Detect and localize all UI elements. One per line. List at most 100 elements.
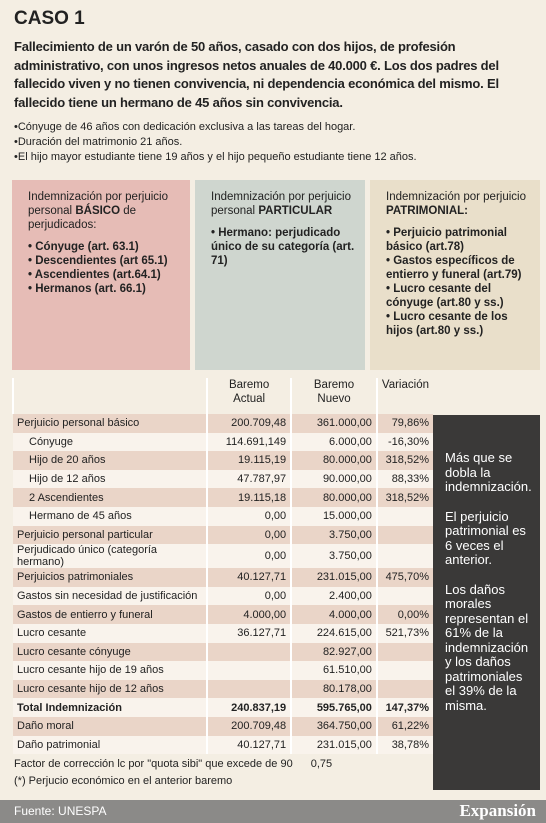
box-item: Lucro cesante del cónyuge (art.80 y ss.) <box>386 282 532 310</box>
brand: Expansión <box>459 801 536 820</box>
box-item: Gastos específicos de entierro y funeral… <box>386 254 532 282</box>
row-label: 2 Ascendientes <box>13 488 208 507</box>
row-label: Perjudicado único (categoría hermano) <box>13 544 208 569</box>
cell: 0,00 <box>206 525 292 545</box>
info-box: Indemnización por perjuicio personal BÁS… <box>12 180 190 370</box>
cell: 90.000,00 <box>290 469 377 489</box>
fact: Duración del matrimonio 21 años. <box>14 135 539 150</box>
info-box: Indemnización por perjuicio personal PAR… <box>195 180 365 370</box>
box-heading: Indemnización por perjuicio PATRIMONIAL: <box>386 190 532 218</box>
cell: 240.837,19 <box>206 698 292 717</box>
box-item: Hermanos (art. 66.1) <box>28 282 182 296</box>
cell: 2.400,00 <box>290 586 377 606</box>
cell: 147,37% <box>375 698 433 717</box>
cell: -16,30% <box>375 432 433 452</box>
box-items: Perjuicio patrimonial básico (art.78)Gas… <box>386 226 532 338</box>
cell: 15.000,00 <box>290 506 377 526</box>
row: Hijo de 20 años 19.115,19 80.000,00 318,52% <box>13 451 433 470</box>
sidebar: Más que se dobla la indemnización. El per… <box>433 415 540 790</box>
row-label: Perjuicio personal básico <box>13 414 208 433</box>
column-header: Variación <box>375 378 433 414</box>
row-label: Daño patrimonial <box>13 735 208 755</box>
box-heading: Indemnización por perjuicio personal BÁS… <box>28 190 182 232</box>
cell <box>375 586 433 606</box>
box-heading: Indemnización por perjuicio personal PAR… <box>211 190 357 218</box>
row: Total Indemnización 240.837,19 595.765,00 1… <box>13 698 433 717</box>
cell: 595.765,00 <box>290 698 377 717</box>
cell: 200.709,48 <box>206 716 292 736</box>
cell: 231.015,00 <box>290 735 377 755</box>
row: Hermano de 45 años 0,00 15.000,00 <box>13 506 433 526</box>
cell: 0,00 <box>206 586 292 606</box>
emphasis: BÁSICO <box>75 205 121 217</box>
row-label: Lucro cesante hijo de 12 años <box>13 679 208 699</box>
column-header: Baremo Actual <box>206 378 292 414</box>
cell: 61.510,00 <box>290 661 377 680</box>
cell: 80.000,00 <box>290 451 377 470</box>
header-row: Baremo Actual Baremo Nuevo Variación <box>11 378 433 414</box>
row-label: Total Indemnización <box>13 698 208 717</box>
tail: de perjudicados: <box>28 205 137 231</box>
cell <box>206 642 292 662</box>
row: Gastos de entierro y funeral 4.000,00 4.00… <box>13 605 433 624</box>
title: CASO 1 <box>14 8 85 29</box>
cell: 47.787,97 <box>206 469 292 489</box>
source: Fuente: UNESPA <box>14 804 107 818</box>
row-label: Perjuicios patrimoniales <box>13 568 208 587</box>
row-label: Cónyuge <box>13 432 208 452</box>
row: Perjuicio personal particular 0,00 3.750,0… <box>13 525 433 545</box>
row-label: Lucro cesante hijo de 19 años <box>13 661 208 680</box>
cell: 4.000,00 <box>290 605 377 624</box>
sidebar-text: El perjuicio patrimonial es 6 veces el a… <box>445 508 526 567</box>
row: Gastos sin necesidad de justificación 0,0… <box>13 586 433 606</box>
cell <box>375 679 433 699</box>
row-label: Lucro cesante cónyuge <box>13 642 208 662</box>
row-label: Hijo de 20 años <box>13 451 208 470</box>
sidebar-text: Más que se dobla la indemnización. <box>445 450 532 494</box>
row-label: Perjuicio personal particular <box>13 525 208 545</box>
row-label: Lucro cesante <box>13 623 208 643</box>
cell: 4.000,00 <box>206 605 292 624</box>
cell: 521,73% <box>375 623 433 643</box>
cell: 80.000,00 <box>290 488 377 507</box>
box-items: Hermano: perjudicado único de su categor… <box>211 226 357 268</box>
cell: 19.115,18 <box>206 488 292 507</box>
box-item: Descendientes (art 65.1) <box>28 254 182 268</box>
factor-note: Factor de corrección lc por "quota sibi"… <box>14 756 332 773</box>
row: Daño moral 200.709,48 364.750,00 61,22% <box>13 716 433 736</box>
cell: 3.750,00 <box>290 544 377 569</box>
cell: 0,00% <box>375 605 433 624</box>
cell: 79,86% <box>375 414 433 433</box>
cell: 0,00 <box>206 544 292 569</box>
facts: Cónyuge de 46 años con dedicación exclus… <box>14 120 539 165</box>
emphasis: PARTICULAR <box>258 205 333 217</box>
cell <box>375 525 433 545</box>
box-item: Ascendientes (art.64.1) <box>28 268 182 282</box>
row: Perjuicios patrimoniales 40.127,71 231.015… <box>13 568 433 587</box>
row-label: Hijo de 12 años <box>13 469 208 489</box>
cell: 361.000,00 <box>290 414 377 433</box>
cell: 114.691,149 <box>206 432 292 452</box>
row-label: Gastos de entierro y funeral <box>13 605 208 624</box>
cell: 61,22% <box>375 716 433 736</box>
heading: Indemnización por perjuicio <box>386 191 526 203</box>
table: Baremo Actual Baremo Nuevo Variación Perjui… <box>11 378 433 755</box>
row: Lucro cesante hijo de 19 años 61.510,00 <box>13 661 433 680</box>
blank-header <box>11 378 208 414</box>
row: Perjudicado único (categoría hermano) 0,0… <box>13 544 433 569</box>
cell: 0,00 <box>206 506 292 526</box>
cell: 6.000,00 <box>290 432 377 452</box>
cell: 200.709,48 <box>206 414 292 433</box>
sidebar-text: Los daños morales representan el 61% de … <box>445 581 529 713</box>
cell: 224.615,00 <box>290 623 377 643</box>
cell: 318,52% <box>375 451 433 470</box>
row: Perjuicio personal básico 200.709,48 361.0… <box>13 414 433 433</box>
cell <box>375 661 433 680</box>
row: Lucro cesante 36.127,71 224.615,00 521,73% <box>13 623 433 643</box>
cell: 38,78% <box>375 735 433 755</box>
row: 2 Ascendientes 19.115,18 80.000,00 318,52% <box>13 488 433 507</box>
row: Lucro cesante cónyuge 82.927,00 <box>13 642 433 662</box>
box-item: Cónyuge (art. 63.1) <box>28 240 182 254</box>
info-box: Indemnización por perjuicio PATRIMONIAL:… <box>370 180 540 370</box>
heading: Indemnización por perjuicio personal <box>211 191 351 217</box>
